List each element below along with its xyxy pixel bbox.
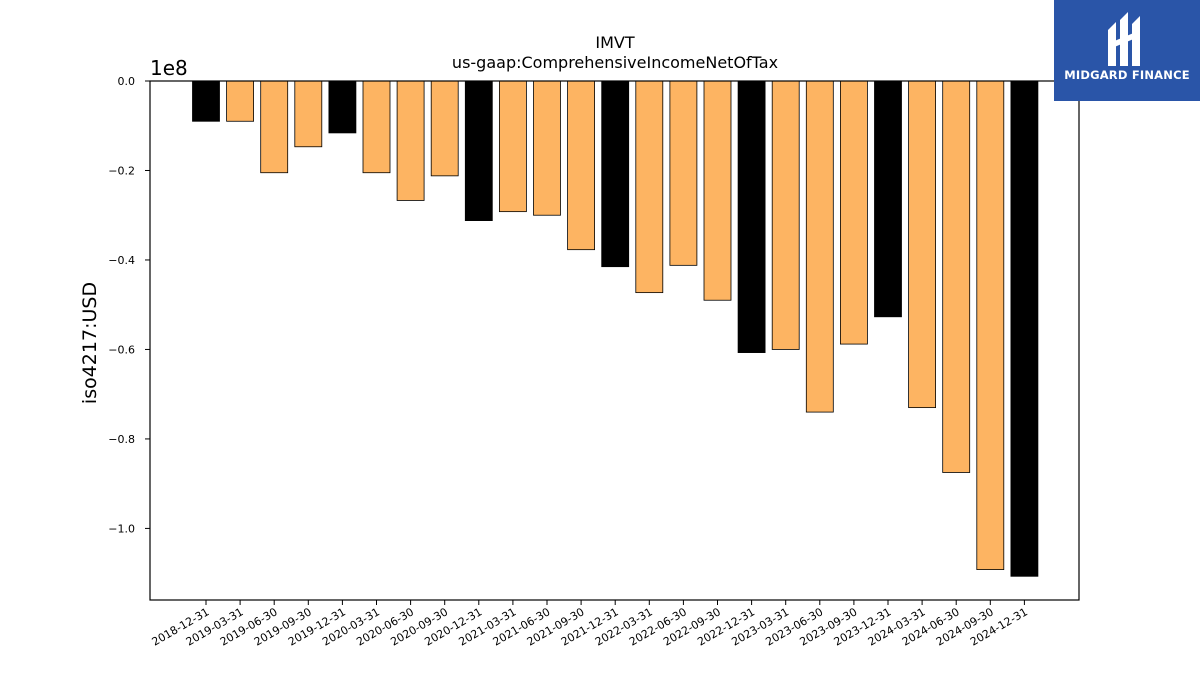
bar-2021-12-31 <box>601 80 630 268</box>
bar-2023-12-31 <box>874 80 902 318</box>
bar-2024-06-30 <box>942 80 971 473</box>
bar-2020-06-30 <box>396 80 425 201</box>
y-tick-label: −0.6 <box>108 343 135 356</box>
bar-2024-12-31 <box>1010 80 1039 577</box>
bar-2019-12-31 <box>328 80 357 134</box>
bar-2023-09-30 <box>840 80 868 345</box>
bar-2021-06-30 <box>533 80 561 216</box>
brand-logo: MIDGARD FINANCE <box>1054 0 1200 101</box>
bar-2019-03-31 <box>226 80 255 122</box>
bars-group <box>192 80 1039 577</box>
logo-text: MIDGARD FINANCE <box>1064 68 1190 82</box>
midgard-logo-icon <box>1108 12 1140 66</box>
bar-2022-09-30 <box>703 80 732 301</box>
bar-2021-09-30 <box>567 80 595 251</box>
chart-title: IMVT <box>595 33 634 52</box>
plot-frame <box>149 80 1080 601</box>
bar-2024-03-31 <box>908 80 936 409</box>
x-axis-ticks: 2018-12-312019-03-312019-06-302019-09-30… <box>150 600 1030 649</box>
bar-2023-03-31 <box>771 80 800 350</box>
bar-2020-03-31 <box>362 80 391 174</box>
chart-subtitle: us-gaap:ComprehensiveIncomeNetOfTax <box>452 53 778 72</box>
bar-2019-06-30 <box>260 80 289 174</box>
bar-2018-12-31 <box>192 80 220 122</box>
bar-2022-03-31 <box>635 80 664 294</box>
y-tick-label: 0.0 <box>118 75 136 88</box>
y-tick-label: −0.4 <box>108 254 135 267</box>
y-tick-label: −0.8 <box>108 433 135 446</box>
y-offset-label: 1e8 <box>150 56 188 80</box>
y-tick-label: −1.0 <box>108 522 135 535</box>
bar-2021-03-31 <box>498 80 527 213</box>
y-axis-ticks: 0.0 −0.2 −0.4 −0.6 −0.8 −1.0 <box>108 75 150 535</box>
bar-2019-09-30 <box>294 80 323 148</box>
bar-2024-09-30 <box>976 80 1005 570</box>
bar-2022-12-31 <box>737 80 766 353</box>
y-tick-label: −0.2 <box>108 164 135 177</box>
bar-2023-06-30 <box>805 80 834 413</box>
bar-2022-06-30 <box>669 80 698 266</box>
bar-2020-09-30 <box>430 80 459 177</box>
y-axis-label: iso4217:USD <box>79 282 101 404</box>
bar-2020-12-31 <box>464 80 493 221</box>
